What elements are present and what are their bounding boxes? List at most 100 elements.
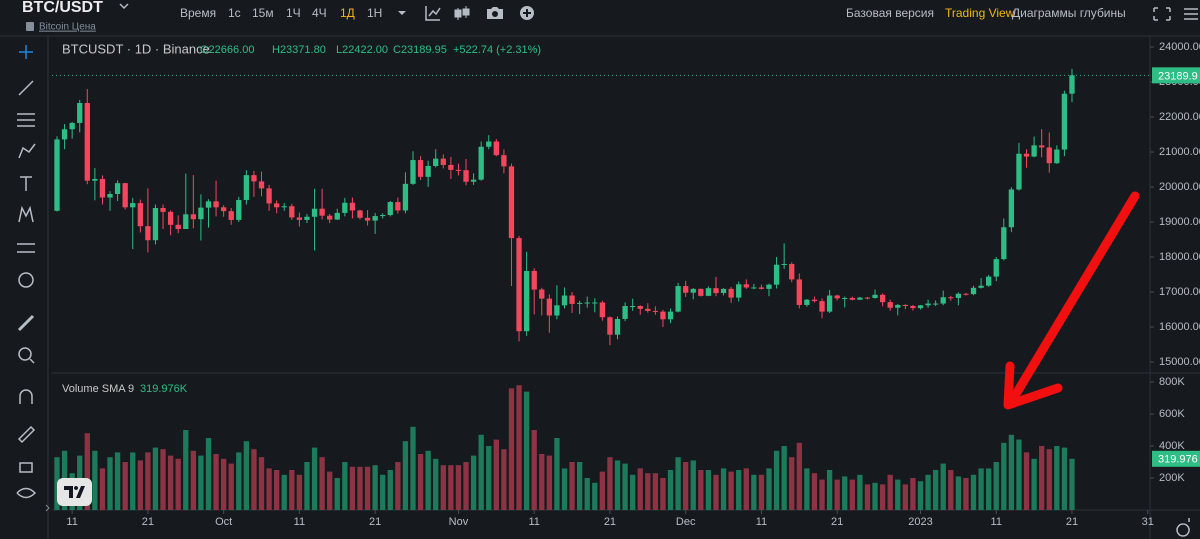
volume-bar bbox=[978, 468, 984, 510]
zoom-tool[interactable] bbox=[18, 347, 32, 361]
candle-body bbox=[599, 302, 606, 318]
candle-body bbox=[554, 305, 560, 316]
volume-bar bbox=[357, 466, 363, 510]
volume-bar bbox=[751, 474, 757, 510]
candle-body bbox=[198, 207, 204, 220]
ruler-tool[interactable] bbox=[17, 314, 35, 332]
candle-body bbox=[652, 310, 659, 312]
candle-body bbox=[228, 211, 234, 220]
tv-logo-mark bbox=[64, 486, 85, 498]
emoji-tool[interactable] bbox=[18, 272, 34, 288]
volume-bar bbox=[455, 465, 462, 510]
candle-body bbox=[1046, 147, 1052, 164]
volume-bar bbox=[387, 470, 393, 510]
pair-dropdown[interactable] bbox=[119, 3, 129, 10]
volume-bar bbox=[84, 433, 90, 510]
tv-logo[interactable] bbox=[57, 478, 92, 506]
depth-tab[interactable]: Диаграммы глубины bbox=[1012, 6, 1126, 20]
volume-bar bbox=[1016, 439, 1022, 510]
volume-bar bbox=[448, 465, 454, 510]
settings-icon[interactable] bbox=[1176, 518, 1190, 537]
pair-title[interactable]: BTC/USDT bbox=[22, 0, 103, 16]
time-tick-label: 21 bbox=[831, 516, 843, 528]
fullscreen-icon[interactable] bbox=[1153, 7, 1171, 21]
text-tool[interactable] bbox=[20, 176, 32, 191]
volume-bar bbox=[690, 460, 696, 510]
volume-bar bbox=[569, 462, 575, 510]
volume-legend: Volume SMA 9 bbox=[62, 383, 134, 395]
interval-button[interactable]: 1Ч bbox=[286, 6, 301, 20]
candle-body bbox=[145, 226, 151, 241]
volume-bar bbox=[364, 466, 371, 510]
volume-bar bbox=[857, 474, 863, 510]
volume-bar bbox=[736, 470, 742, 510]
volume-bar bbox=[637, 468, 643, 510]
candle-body bbox=[887, 302, 893, 308]
volume-bar bbox=[190, 450, 196, 510]
line-tool[interactable] bbox=[18, 80, 34, 96]
chart-type-icon[interactable] bbox=[454, 6, 470, 20]
volume-bar bbox=[842, 476, 848, 510]
volume-bar bbox=[220, 458, 227, 510]
volume-bar bbox=[516, 385, 522, 510]
volume-bar bbox=[130, 452, 136, 510]
volume-bar bbox=[417, 454, 424, 510]
volume-bar bbox=[614, 460, 621, 510]
indicator-icon[interactable] bbox=[425, 6, 441, 21]
candle-body bbox=[448, 164, 454, 170]
candle-body bbox=[364, 217, 371, 221]
volume-bar bbox=[804, 468, 810, 510]
interval-dropdown[interactable] bbox=[398, 11, 406, 15]
volume-bar bbox=[501, 449, 507, 510]
ohlc-change: +522.74 (+2.31%) bbox=[453, 44, 541, 56]
candle-body bbox=[1001, 227, 1007, 260]
interval-button[interactable]: 4Ч bbox=[312, 6, 327, 20]
time-tick-label: 21 bbox=[1066, 516, 1078, 528]
tradingview-tab[interactable]: Trading View bbox=[945, 6, 1015, 20]
volume-bar bbox=[698, 470, 704, 510]
candle-body bbox=[645, 308, 651, 311]
ohlc-high: H23371.80 bbox=[272, 44, 326, 56]
pattern-tool[interactable] bbox=[18, 205, 34, 223]
volume-bar bbox=[228, 463, 234, 510]
volume-bar bbox=[902, 484, 908, 510]
brush-tool[interactable] bbox=[18, 143, 36, 159]
visibility-tool[interactable] bbox=[16, 487, 37, 499]
magnet-tool[interactable] bbox=[19, 389, 33, 404]
candle-body bbox=[258, 181, 265, 189]
candle-body bbox=[319, 208, 325, 216]
time-tick-label: 21 bbox=[604, 516, 616, 528]
lock-draw-tool[interactable] bbox=[17, 425, 36, 444]
basic-view-tab[interactable]: Базовая версия bbox=[846, 6, 934, 20]
interval-button[interactable]: 1Н bbox=[367, 6, 382, 20]
crosshair-tool[interactable] bbox=[19, 45, 33, 59]
candle-body bbox=[84, 102, 90, 181]
candle-body bbox=[167, 211, 174, 225]
volume-bar bbox=[864, 484, 871, 510]
candle-body bbox=[130, 203, 136, 208]
interval-button[interactable]: 1Д bbox=[340, 6, 355, 20]
prediction-tool[interactable] bbox=[17, 243, 35, 253]
coin-link[interactable]: Bitcoin Цена bbox=[39, 22, 96, 33]
interval-button[interactable]: 1с bbox=[228, 6, 241, 20]
scroll-arrow[interactable] bbox=[45, 504, 50, 512]
candle-body bbox=[826, 295, 833, 312]
candle-body bbox=[902, 304, 908, 307]
volume-bar bbox=[531, 430, 537, 510]
candle-body bbox=[190, 214, 196, 220]
volume-sma-value: 319.976K bbox=[140, 383, 188, 395]
price-tick-label: 21000.00 bbox=[1159, 146, 1200, 158]
candle-body bbox=[342, 202, 348, 213]
lock-tool[interactable] bbox=[19, 462, 33, 473]
fib-tool[interactable] bbox=[17, 113, 35, 127]
menu-icon[interactable] bbox=[1184, 8, 1198, 20]
volume-bar bbox=[584, 478, 590, 510]
volume-sma-label: 319.976 bbox=[1158, 454, 1198, 466]
interval-button[interactable]: 15м bbox=[252, 6, 274, 20]
candle-body bbox=[478, 146, 484, 180]
candle-body bbox=[501, 155, 507, 167]
volume-bar bbox=[645, 473, 651, 510]
volume-bar bbox=[993, 462, 999, 510]
volume-bar bbox=[713, 474, 719, 510]
candle-body bbox=[857, 297, 863, 300]
